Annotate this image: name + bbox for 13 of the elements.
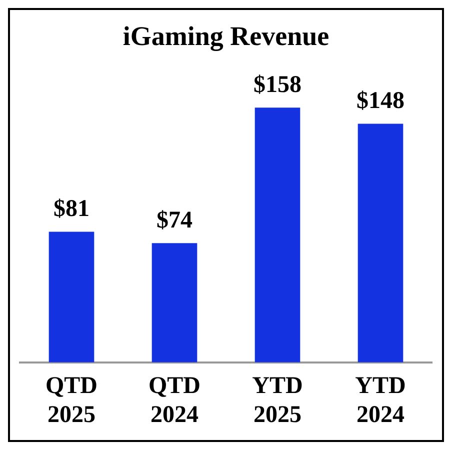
bar (254, 108, 300, 362)
data-label: $74 (156, 207, 192, 234)
x-tick-label: YTD 2025 (252, 373, 303, 428)
bar (152, 243, 198, 362)
x-tick-label: YTD 2024 (355, 373, 406, 428)
bar (358, 124, 404, 362)
bar (48, 232, 94, 362)
data-label: $148 (356, 88, 404, 114)
data-label: $158 (254, 72, 302, 98)
x-tick-label: QTD 2024 (148, 373, 201, 428)
x-tick-label: QTD 2025 (45, 373, 98, 428)
data-label: $81 (54, 196, 90, 222)
chart-title: iGaming Revenue (122, 21, 330, 52)
